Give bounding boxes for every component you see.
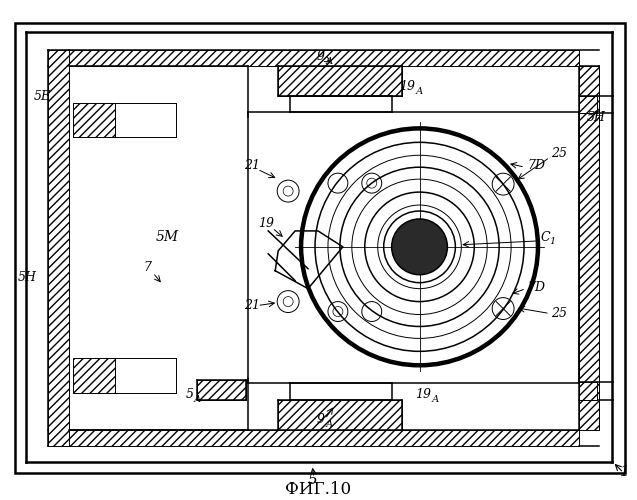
Bar — [73, 102, 115, 138]
Text: 7: 7 — [144, 260, 152, 274]
Bar — [48, 50, 69, 446]
Text: 5Е: 5Е — [33, 90, 50, 102]
Text: ФИГ.10: ФИГ.10 — [285, 481, 351, 498]
Text: А: А — [326, 56, 333, 66]
Bar — [73, 102, 115, 138]
Text: А: А — [431, 395, 439, 404]
Text: 9: 9 — [317, 413, 325, 426]
Bar — [579, 96, 597, 114]
Bar — [579, 382, 597, 400]
Text: А: А — [194, 395, 201, 404]
Circle shape — [300, 128, 539, 366]
Bar — [197, 380, 247, 400]
Text: 25: 25 — [551, 148, 567, 160]
Text: 5: 5 — [308, 472, 318, 486]
Bar — [73, 358, 115, 393]
Text: 5Н: 5Н — [587, 112, 606, 124]
Text: 7D: 7D — [527, 280, 545, 293]
Text: 7D: 7D — [527, 159, 545, 172]
Text: А: А — [415, 86, 423, 96]
Bar — [69, 50, 579, 66]
Text: 19: 19 — [258, 217, 275, 230]
Text: 21: 21 — [245, 298, 261, 312]
Text: 5Н: 5Н — [17, 270, 36, 283]
Text: 21: 21 — [245, 159, 261, 172]
Bar — [579, 66, 599, 430]
Bar — [278, 400, 401, 430]
Circle shape — [392, 219, 447, 274]
Bar — [278, 66, 401, 96]
Text: А: А — [326, 420, 333, 429]
Text: 9: 9 — [317, 50, 325, 62]
Text: 5М: 5М — [156, 230, 179, 244]
Bar — [69, 430, 579, 446]
Text: 19: 19 — [415, 388, 431, 401]
Text: 25: 25 — [551, 306, 567, 320]
Text: 1: 1 — [620, 465, 629, 479]
Text: C: C — [541, 231, 550, 244]
Bar — [248, 112, 579, 383]
Text: 1: 1 — [549, 237, 555, 246]
Text: 5: 5 — [185, 388, 194, 401]
Text: 19: 19 — [399, 80, 415, 92]
Bar — [73, 358, 115, 393]
